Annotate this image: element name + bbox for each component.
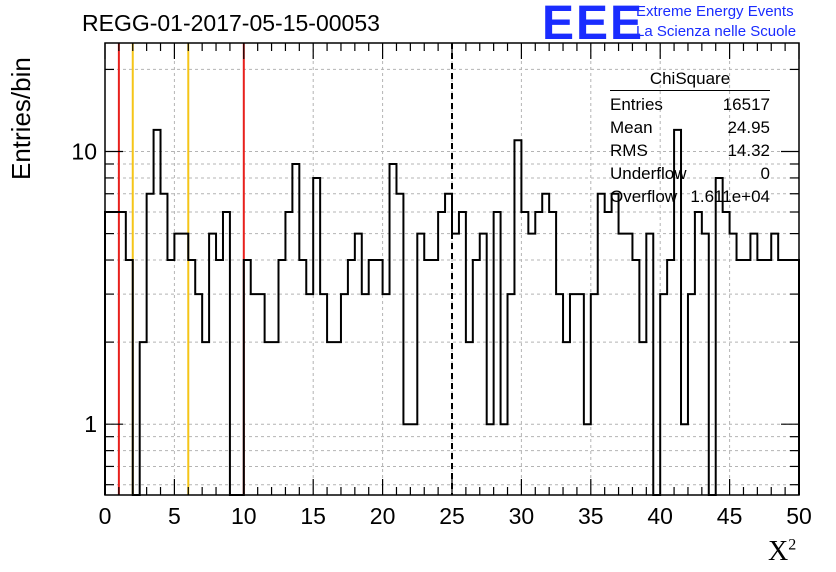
x-axis-label-base: X [768,536,789,567]
logo-line-2: La Scienza nelle Scuole [636,23,797,40]
x-tick-label: 20 [370,503,396,529]
x-tick-label: 35 [578,503,604,529]
stats-row-underflow: Underflow 0 [610,162,770,185]
stats-label: Underflow [610,164,687,183]
stats-label: RMS [610,141,648,160]
logo-line-1: Extreme Energy Events [636,3,794,20]
x-axis-label-superscript: 2 [788,536,797,554]
y-tick-label: 1 [84,411,97,437]
x-tick-label: 15 [300,503,326,529]
x-tick-label: 40 [647,503,673,529]
stats-value: 14.32 [727,141,770,160]
stats-box: ChiSquare Entries 16517 Mean 24.95 RMS 14.3… [610,68,770,208]
stats-box-name: ChiSquare [610,68,770,91]
axis-ticks: 0 5 10 15 20 25 30 35 40 45 50 1 10 [71,43,812,529]
reference-lines [117,43,453,495]
eee-logo: EEE [542,0,645,50]
histogram-outline [104,128,800,496]
stats-value: 0 [760,164,770,183]
x-axis-label: X2 [768,536,796,568]
logo-text: Extreme Energy Events La Scienza nelle S… [636,2,796,42]
chart-title: REGG-01-2017-05-15-00053 [82,10,380,36]
x-tick-label: 0 [99,503,112,529]
stats-row-entries: Entries 16517 [610,93,770,116]
x-tick-label: 45 [717,503,743,529]
stats-value: 24.95 [727,118,770,137]
x-tick-label: 50 [786,503,812,529]
y-tick-label: 10 [71,139,97,165]
x-tick-label: 25 [439,503,465,529]
stats-value: 16517 [722,95,770,114]
stats-label: Overflow [610,187,678,206]
x-tick-label: 10 [231,503,257,529]
stats-row-rms: RMS 14.32 [610,139,770,162]
x-tick-label: 5 [168,503,181,529]
stats-label: Entries [610,95,663,114]
y-axis-label: Entries/bin [6,57,36,180]
stats-row-mean: Mean 24.95 [610,116,770,139]
stats-value: 1.611e+04 [690,187,770,206]
stats-row-overflow: Overflow 1.611e+04 [610,185,770,208]
stats-label: Mean [610,118,653,137]
x-tick-label: 30 [509,503,535,529]
